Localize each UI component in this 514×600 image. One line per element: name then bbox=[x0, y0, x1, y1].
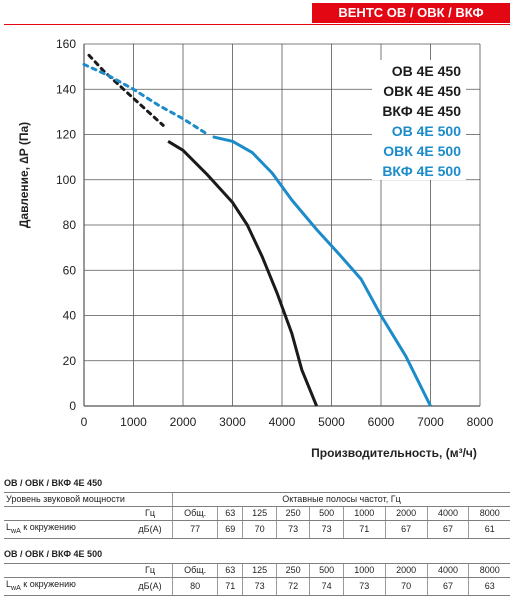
table-500-values-row: LwA к окружению дБ(А) 80 71 73 72 74 73 … bbox=[4, 577, 510, 596]
y-tick-label: 0 bbox=[69, 399, 76, 413]
x-tick-label: 1000 bbox=[120, 415, 147, 429]
table-500-freq-row: Гц Общ. 63 125 250 500 1000 2000 4000 80… bbox=[4, 563, 510, 578]
table-500-freq: 2000 bbox=[384, 563, 428, 578]
table-450-value: 67 bbox=[384, 520, 428, 539]
table-450-row-unit: дБ(А) bbox=[128, 520, 173, 539]
table-450-value: 70 bbox=[242, 520, 277, 539]
table-500-value: 72 bbox=[275, 577, 310, 596]
table-500-value: 80 bbox=[171, 577, 218, 596]
x-tick-label: 8000 bbox=[467, 415, 494, 429]
table-500-title: ОВ / ОВК / ВКФ 4E 500 bbox=[4, 549, 103, 559]
table-500-row-unit: дБ(А) bbox=[128, 577, 173, 596]
table-500-unit-hz: Гц bbox=[128, 563, 173, 578]
legend-entry: ОВ 4E 450 bbox=[392, 63, 461, 79]
x-tick-label: 3000 bbox=[219, 415, 246, 429]
table-450-value: 61 bbox=[468, 520, 510, 539]
table-450-value: 69 bbox=[217, 520, 243, 539]
table-450-freq: 4000 bbox=[426, 506, 469, 521]
table-450-freq: Общ. bbox=[171, 506, 218, 521]
table-450-value: 67 bbox=[426, 520, 469, 539]
table-450-freq: 1000 bbox=[342, 506, 386, 521]
noise-table-500: Гц Общ. 63 125 250 500 1000 2000 4000 80… bbox=[4, 563, 510, 596]
x-tick-label: 0 bbox=[81, 415, 88, 429]
x-tick-label: 4000 bbox=[269, 415, 296, 429]
series-solid-line bbox=[212, 135, 432, 407]
table-450-title: ОВ / ОВК / ВКФ 4E 450 bbox=[4, 478, 103, 488]
noise-table-450: Уровень звуковой мощности Октавные полос… bbox=[4, 492, 510, 539]
table-500-value: 73 bbox=[342, 577, 386, 596]
series-solid-line bbox=[167, 140, 318, 407]
x-axis-label: Производительность, (м³/ч) bbox=[311, 446, 477, 460]
y-tick-label: 20 bbox=[63, 354, 77, 368]
table-500-value: 70 bbox=[384, 577, 428, 596]
legend-entry: ОВК 4E 450 bbox=[383, 83, 461, 99]
table-450-freq: 63 bbox=[217, 506, 243, 521]
table-500-freq: 63 bbox=[217, 563, 243, 578]
y-tick-label: 40 bbox=[63, 309, 77, 323]
pressure-flow-chart: 0 1000 2000 3000 4000 5000 6000 7000 8000 0 20 40 60… bbox=[17, 37, 494, 460]
series-dashed-line bbox=[82, 62, 210, 136]
y-tick-label: 160 bbox=[56, 37, 76, 51]
y-axis-label: Давление, ∆P (Па) bbox=[17, 122, 31, 228]
legend-entry: ВКФ 4E 450 bbox=[382, 103, 461, 119]
table-450-unit-hz: Гц bbox=[128, 506, 173, 521]
table-500-value: 73 bbox=[242, 577, 277, 596]
table-450-freq: 8000 bbox=[468, 506, 510, 521]
legend-entry: ОВК 4E 500 bbox=[383, 143, 461, 159]
table-500-freq: 4000 bbox=[426, 563, 469, 578]
table-500-value: 74 bbox=[309, 577, 344, 596]
legend-entry: ОВ 4E 500 bbox=[392, 123, 461, 139]
y-tick-label: 80 bbox=[63, 218, 77, 232]
table-450-values-row: LwA к окружению дБ(А) 77 69 70 73 73 71 … bbox=[4, 520, 510, 539]
x-tick-label: 6000 bbox=[368, 415, 395, 429]
table-500-row-label: LwA к окружению bbox=[4, 577, 128, 596]
x-tick-label: 2000 bbox=[170, 415, 197, 429]
table-450-freq: 500 bbox=[309, 506, 344, 521]
table-500-freq: 1000 bbox=[342, 563, 386, 578]
y-tick-label: 100 bbox=[56, 173, 76, 187]
table-450-value: 71 bbox=[342, 520, 386, 539]
table-450-header-label: Уровень звуковой мощности bbox=[4, 492, 173, 507]
table-450-freq: 125 bbox=[242, 506, 277, 521]
table-450-value: 77 bbox=[171, 520, 218, 539]
table-500-freq: 250 bbox=[275, 563, 310, 578]
table-450-value: 73 bbox=[309, 520, 344, 539]
legend-entry: ВКФ 4E 500 bbox=[382, 163, 461, 179]
table-450-header-bands: Октавные полосы частот, Гц bbox=[172, 492, 510, 507]
table-500-freq: 125 bbox=[242, 563, 277, 578]
brand-badge: ВЕНТС ОВ / ОВК / ВКФ bbox=[312, 3, 510, 23]
series-dashed-line bbox=[87, 53, 165, 127]
x-tick-label: 5000 bbox=[318, 415, 345, 429]
table-450-row-label: LwA к окружению bbox=[4, 520, 128, 539]
table-500-value: 71 bbox=[217, 577, 243, 596]
table-500-freq: 8000 bbox=[468, 563, 510, 578]
legend-background bbox=[372, 60, 466, 180]
y-tick-label: 140 bbox=[56, 82, 76, 96]
table-450-freq-row: Гц Общ. 63 125 250 500 1000 2000 4000 80… bbox=[4, 506, 510, 521]
table-450-freq: 2000 bbox=[384, 506, 428, 521]
table-450-freq: 250 bbox=[275, 506, 310, 521]
x-tick-label: 7000 bbox=[417, 415, 444, 429]
header-divider bbox=[4, 24, 510, 25]
y-tick-label: 120 bbox=[56, 128, 76, 142]
table-450-value: 73 bbox=[275, 520, 310, 539]
table-500-value: 67 bbox=[426, 577, 469, 596]
table-500-freq: 500 bbox=[309, 563, 344, 578]
y-tick-label: 60 bbox=[63, 263, 77, 277]
table-500-freq: Общ. bbox=[171, 563, 218, 578]
table-500-value: 63 bbox=[468, 577, 510, 596]
